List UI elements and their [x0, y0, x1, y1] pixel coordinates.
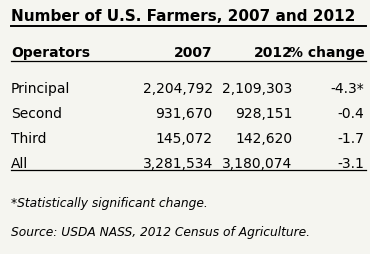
Text: 3,281,534: 3,281,534: [142, 156, 213, 170]
Text: Source: USDA NASS, 2012 Census of Agriculture.: Source: USDA NASS, 2012 Census of Agricu…: [11, 226, 310, 239]
Text: 931,670: 931,670: [155, 107, 213, 121]
Text: 2,204,792: 2,204,792: [142, 82, 213, 96]
Text: -0.4: -0.4: [338, 107, 364, 121]
Text: Operators: Operators: [11, 46, 90, 60]
Text: *Statistically significant change.: *Statistically significant change.: [11, 196, 208, 209]
Text: 2,109,303: 2,109,303: [222, 82, 292, 96]
Text: 928,151: 928,151: [235, 107, 292, 121]
Text: -3.1: -3.1: [337, 156, 364, 170]
Text: -1.7: -1.7: [337, 131, 364, 145]
Text: 142,620: 142,620: [235, 131, 292, 145]
Text: Third: Third: [11, 131, 47, 145]
Text: Principal: Principal: [11, 82, 70, 96]
Text: % change: % change: [289, 46, 364, 60]
Text: 145,072: 145,072: [156, 131, 213, 145]
Text: 2007: 2007: [174, 46, 213, 60]
Text: 3,180,074: 3,180,074: [222, 156, 292, 170]
Text: -4.3*: -4.3*: [331, 82, 364, 96]
Text: 2012: 2012: [253, 46, 292, 60]
Text: All: All: [11, 156, 28, 170]
Text: Number of U.S. Farmers, 2007 and 2012: Number of U.S. Farmers, 2007 and 2012: [11, 9, 356, 24]
Text: Second: Second: [11, 107, 62, 121]
